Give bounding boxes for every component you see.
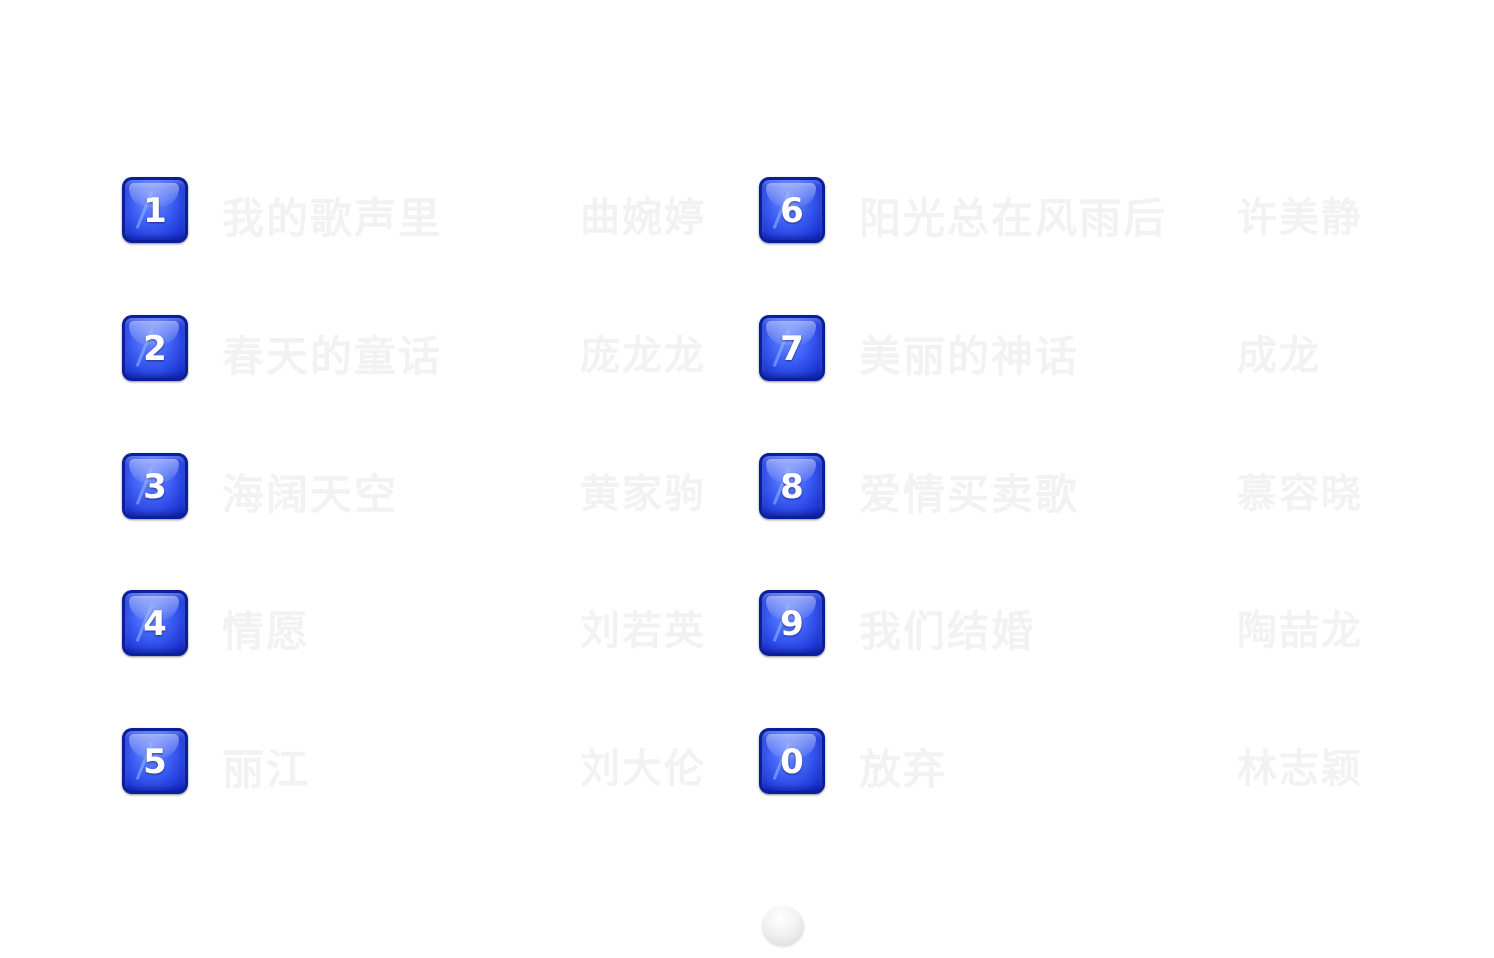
page-indicator-dot[interactable]	[762, 906, 804, 946]
song-artist: 许美静	[1237, 195, 1363, 241]
song-artist: 陶喆龙	[1237, 608, 1363, 654]
song-title: 我们结婚	[859, 607, 1036, 656]
song-title: 爱情买卖歌	[859, 470, 1080, 519]
number-key-0-button[interactable]: 0	[759, 728, 825, 794]
song-artist: 曲婉婷	[580, 195, 706, 241]
key-gloss	[766, 183, 816, 207]
song-row-3[interactable]: 3 海阔天空 黄家驹	[122, 453, 722, 523]
song-title: 我的歌声里	[222, 194, 443, 243]
song-title: 情愿	[222, 607, 311, 656]
number-key-2-button[interactable]: 2	[122, 315, 188, 381]
number-key-8-button[interactable]: 8	[759, 453, 825, 519]
song-title: 春天的童话	[222, 332, 443, 381]
key-gloss	[766, 734, 816, 758]
number-key-7-button[interactable]: 7	[759, 315, 825, 381]
song-artist: 庞龙龙	[580, 333, 706, 379]
number-key-4-button[interactable]: 4	[122, 590, 188, 656]
key-digit: 0	[780, 742, 804, 782]
key-digit: 1	[143, 191, 167, 231]
key-digit: 4	[143, 604, 167, 644]
song-title: 阳光总在风雨后	[859, 194, 1168, 243]
key-digit: 8	[780, 467, 804, 507]
key-gloss	[766, 459, 816, 483]
song-row-2[interactable]: 2 春天的童话 庞龙龙	[122, 315, 722, 385]
song-row-8[interactable]: 8 爱情买卖歌 慕容晓	[759, 453, 1399, 523]
song-artist: 成龙	[1237, 333, 1321, 379]
key-gloss	[129, 459, 179, 483]
song-artist: 林志颖	[1237, 746, 1363, 792]
song-title: 海阔天空	[222, 470, 399, 519]
number-key-3-button[interactable]: 3	[122, 453, 188, 519]
song-row-7[interactable]: 7 美丽的神话 成龙	[759, 315, 1399, 385]
key-gloss	[766, 596, 816, 620]
key-gloss	[129, 321, 179, 345]
number-key-1-button[interactable]: 1	[122, 177, 188, 243]
key-digit: 7	[780, 329, 804, 369]
key-gloss	[129, 596, 179, 620]
song-row-1[interactable]: 1 我的歌声里 曲婉婷	[122, 177, 722, 247]
song-artist: 刘大伦	[580, 746, 706, 792]
song-row-5[interactable]: 5 丽江 刘大伦	[122, 728, 722, 798]
song-row-4[interactable]: 4 情愿 刘若英	[122, 590, 722, 660]
song-artist: 刘若英	[580, 608, 706, 654]
key-digit: 6	[780, 191, 804, 231]
key-gloss	[766, 321, 816, 345]
song-artist: 慕容晓	[1237, 471, 1363, 517]
song-title: 放弃	[859, 745, 948, 794]
song-row-9[interactable]: 9 我们结婚 陶喆龙	[759, 590, 1399, 660]
song-row-0[interactable]: 0 放弃 林志颖	[759, 728, 1399, 798]
song-row-6[interactable]: 6 阳光总在风雨后 许美静	[759, 177, 1399, 247]
number-key-6-button[interactable]: 6	[759, 177, 825, 243]
key-gloss	[129, 734, 179, 758]
song-artist: 黄家驹	[580, 471, 706, 517]
number-key-9-button[interactable]: 9	[759, 590, 825, 656]
key-digit: 3	[143, 467, 167, 507]
song-title: 丽江	[222, 745, 311, 794]
song-title: 美丽的神话	[859, 332, 1080, 381]
key-digit: 2	[143, 329, 167, 369]
key-digit: 9	[780, 604, 804, 644]
key-gloss	[129, 183, 179, 207]
key-digit: 5	[143, 742, 167, 782]
number-key-5-button[interactable]: 5	[122, 728, 188, 794]
